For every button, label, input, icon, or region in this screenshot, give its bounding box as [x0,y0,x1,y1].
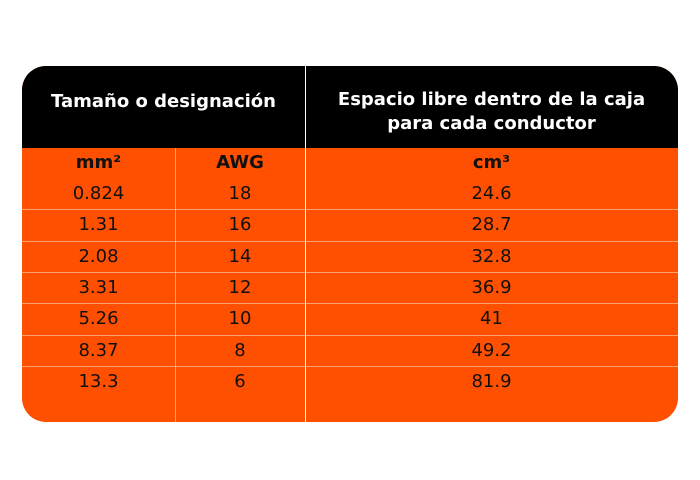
row-divider [22,271,678,273]
table-cell: 2.08 [78,245,119,267]
row-divider [22,365,678,367]
table-cell: 6 [234,370,246,392]
table-cell: 41 [480,308,503,330]
table-cell: 8.37 [78,339,119,361]
table-cell: 8 [234,339,246,361]
header-left: Tamaño o designación [51,91,276,112]
column-header: cm³ [472,152,511,173]
table-cell: 3.31 [78,276,119,298]
header-right-line: para cada conductor [387,113,596,134]
row-divider [22,209,678,211]
table-cell: 14 [228,245,252,267]
table-cell: 32.8 [471,245,512,267]
table-cell: 18 [228,183,252,204]
table-header: Tamaño o designación Espacio libre dentr… [22,66,678,148]
table-cell: 24.6 [471,183,512,204]
table-cell: 28.7 [471,214,512,236]
column-header: AWG [216,152,264,173]
column-divider [175,148,176,422]
table-cell: 1.31 [78,214,119,236]
row-divider [22,240,678,242]
header-right-line: Espacio libre dentro de la caja [337,89,646,110]
table-cell: 10 [228,308,252,330]
table-cell: 0.824 [72,183,125,204]
table-cell: 12 [228,276,252,298]
table-cell: 81.9 [471,370,512,392]
table-cell: 36.9 [471,276,512,298]
row-divider [22,334,678,336]
table-card: Tamaño o designación Espacio libre dentr… [22,66,678,422]
table-cell: 5.26 [78,308,119,330]
column-divider [305,66,306,422]
row-divider [22,303,678,305]
table-cell: 49.2 [471,339,512,361]
column-header: mm² [75,152,122,173]
table-cell: 16 [228,214,252,236]
table-cell: 13.3 [78,370,119,392]
